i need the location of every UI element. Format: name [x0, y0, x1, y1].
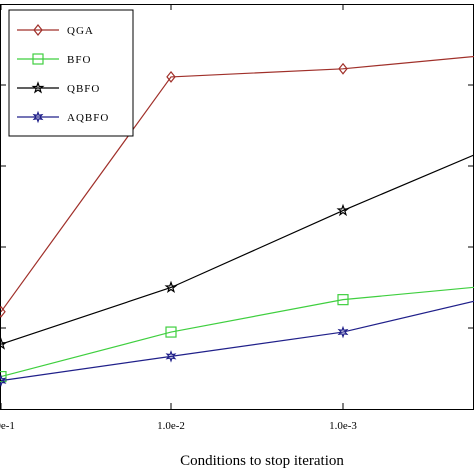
- series-line-bfo: [0, 286, 474, 378]
- series-aqbfo: [0, 300, 474, 387]
- legend-marker-qbfo: [31, 81, 45, 94]
- series-qbfo: [0, 154, 474, 350]
- legend-marker-bfo: [32, 53, 44, 65]
- legend-label-bfo: BFO: [67, 54, 91, 66]
- data-point-bfo: [0, 371, 7, 383]
- legend-box: [8, 9, 134, 137]
- series-line-qga: [0, 55, 474, 313]
- legend-label-qbfo: QBFO: [67, 83, 100, 95]
- data-point-qbfo: [336, 203, 350, 217]
- x-axis-label: Conditions to stop iteration: [180, 453, 344, 469]
- data-point-aqbfo: [0, 374, 7, 387]
- series-line-qbfo: [0, 154, 474, 345]
- data-point-qbfo: [164, 280, 178, 294]
- x-tick-label: 1.0e-1: [0, 420, 15, 432]
- legend-marker-aqbfo: [32, 110, 44, 124]
- legend-marker-qga: [33, 24, 43, 36]
- legend-label-qga: QGA: [67, 25, 94, 37]
- data-point-qbfo: [0, 337, 8, 350]
- legend-label-aqbfo: AQBFO: [67, 112, 109, 124]
- data-point-bfo: [165, 326, 177, 338]
- data-point-aqbfo: [337, 325, 349, 339]
- series-qga: [0, 55, 474, 318]
- data-point-bfo: [337, 294, 349, 306]
- data-point-qga: [166, 70, 176, 83]
- series-bfo: [0, 286, 474, 383]
- legend: QGA BFO QBFO AQBFO: [8, 9, 134, 137]
- data-point-qga: [0, 305, 6, 318]
- x-tick-label: 1.0e-2: [157, 420, 185, 432]
- series-line-aqbfo: [0, 300, 474, 382]
- x-tick-label: 1.0e-3: [329, 420, 357, 432]
- data-point-aqbfo: [165, 350, 177, 363]
- data-point-qga: [338, 62, 348, 75]
